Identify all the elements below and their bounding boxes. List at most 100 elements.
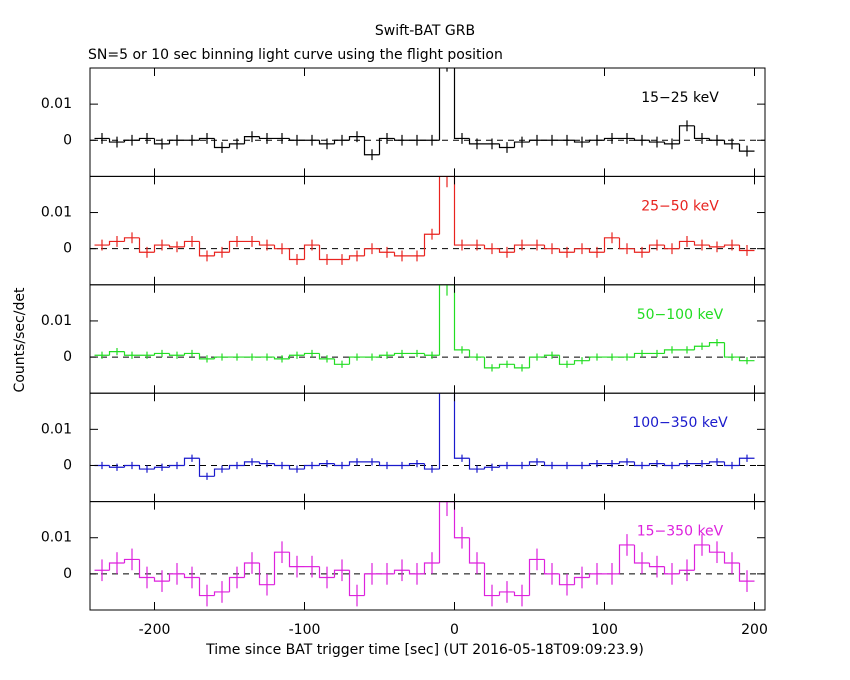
step-bin (183, 352, 200, 356)
step-bin (708, 461, 725, 464)
step-bin (423, 233, 440, 256)
step-bin (633, 544, 650, 564)
step-bin (678, 125, 695, 144)
step-bin (543, 559, 560, 575)
y-axis-label: Counts/sec/det (12, 287, 28, 392)
panel (90, 501, 765, 607)
step-bin (738, 563, 755, 582)
step-bin (303, 244, 320, 260)
step-bin (288, 354, 305, 359)
step-bin (648, 140, 665, 143)
step-bin (168, 353, 185, 356)
step-bin (348, 570, 365, 597)
step-bin (498, 363, 515, 368)
step-bin (708, 138, 725, 141)
step-bin (588, 356, 605, 361)
step-bin (258, 136, 275, 140)
step-bin (108, 351, 125, 356)
step-bin (348, 461, 365, 466)
step-bin (663, 142, 680, 145)
step-bin (288, 248, 305, 261)
step-bin (483, 245, 500, 250)
step-bin (378, 354, 395, 358)
step-bin (198, 353, 215, 360)
step-bin (558, 355, 575, 365)
step-bin (678, 240, 695, 249)
step-bin (138, 465, 155, 470)
step-bin (138, 237, 155, 253)
step-bin (603, 137, 620, 141)
series-label: 25−50 keV (641, 198, 719, 214)
step-bin (363, 248, 380, 256)
step-bin (663, 245, 680, 250)
step-bin (588, 573, 605, 578)
step-bin (108, 465, 125, 468)
step-bin (513, 591, 530, 597)
panel (90, 68, 765, 161)
step-bin (318, 566, 335, 579)
step-bin (453, 176, 470, 246)
step-bin (693, 345, 710, 350)
step-bin (738, 245, 755, 252)
step-bin (168, 464, 185, 468)
step-bin (153, 352, 170, 356)
step-bin (588, 139, 605, 143)
step-bin (693, 544, 710, 571)
step-bin (633, 248, 650, 253)
step-bin (228, 576, 245, 592)
step-bin (423, 353, 440, 356)
step-bin (378, 137, 395, 155)
step-bin (618, 461, 635, 464)
step-bin (453, 393, 470, 459)
step-bin (423, 562, 440, 574)
step-bin (213, 138, 230, 149)
step-bin (393, 352, 410, 356)
step-bin (273, 245, 290, 250)
step-bin (723, 461, 740, 467)
x-tick-label: 200 (741, 622, 768, 638)
step-bin (153, 138, 170, 145)
step-bin (603, 237, 620, 253)
step-bin (738, 357, 755, 362)
y-tick-label: 0 (63, 566, 72, 582)
step-bin (438, 501, 455, 564)
step-bin (108, 562, 125, 571)
step-bin (678, 463, 695, 466)
step-bin (423, 463, 440, 470)
chart-title: Swift-BAT GRB (375, 23, 475, 39)
step-bin (348, 356, 365, 365)
step-bin (543, 354, 560, 358)
step-bin (738, 457, 755, 466)
step-bin (228, 464, 245, 470)
step-bin (318, 353, 335, 360)
step-bin (708, 342, 725, 347)
step-bin (258, 461, 275, 465)
step-bin (393, 569, 410, 574)
panel-frame (89, 284, 766, 394)
step-bin (528, 139, 545, 143)
panel (90, 176, 765, 265)
x-tick-label: 0 (450, 622, 459, 638)
step-bin (168, 573, 185, 582)
step-bin (468, 537, 485, 564)
step-bin (123, 464, 140, 468)
step-bin (708, 544, 725, 553)
step-bin (243, 562, 260, 578)
y-tick-label: 0 (63, 132, 72, 148)
step-bin (273, 357, 290, 360)
step-bin (333, 569, 350, 578)
step-bin (693, 125, 710, 140)
series-label: 50−100 keV (637, 307, 724, 323)
step-bin (213, 468, 230, 477)
panel (90, 393, 765, 480)
step-bin (723, 552, 740, 564)
panel-frame (89, 67, 766, 177)
step-bin (738, 143, 755, 152)
step-bin (363, 573, 380, 596)
step-bin (408, 463, 425, 466)
step-bin (228, 240, 245, 253)
step-bin (588, 463, 605, 466)
step-bin (168, 139, 185, 144)
